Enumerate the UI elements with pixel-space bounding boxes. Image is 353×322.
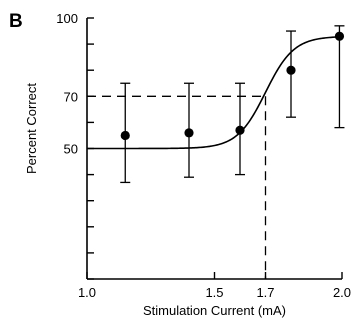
x-tick-label: 1.7: [256, 285, 274, 300]
x-tick-label: 1.5: [205, 285, 223, 300]
x-tick-label: 2.0: [333, 285, 351, 300]
data-point: [120, 130, 130, 141]
data-point: [235, 125, 245, 135]
y-tick-label: 50: [64, 142, 78, 157]
y-tick-label: 70: [64, 89, 78, 104]
sigmoid-fit-line: [87, 35, 343, 150]
panel-label: B: [9, 11, 23, 32]
fit-curve: [87, 35, 343, 150]
y-tick-label: 100: [56, 11, 78, 26]
data-point: [286, 65, 296, 75]
data-points: [120, 25, 345, 184]
threshold-guides: [87, 95, 267, 279]
x-tick-label: 1.0: [78, 285, 96, 300]
data-point: [184, 128, 194, 138]
y-axis-label: Percent Correct: [24, 83, 39, 174]
x-axis-label: Stimulation Current (mA): [143, 303, 286, 318]
data-point: [334, 31, 345, 41]
axes: 100 70 50 1.0 1.5 1.7 2.0: [56, 11, 351, 300]
